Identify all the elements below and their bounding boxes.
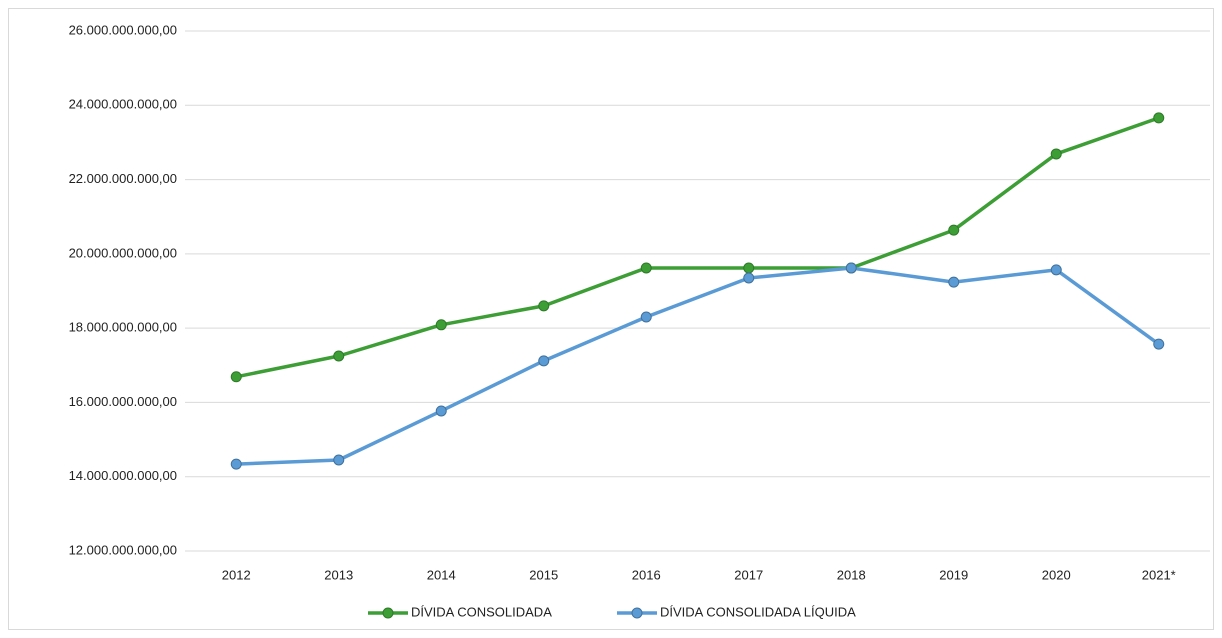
data-point [230,458,242,470]
y-tick-label: 16.000.000.000,00 [69,394,177,409]
y-tick-label: 26.000.000.000,00 [69,22,177,37]
data-point [230,371,242,383]
x-tick-label: 2019 [939,567,968,582]
x-tick-label: 2015 [529,567,558,582]
legend-label: DÍVIDA CONSOLIDADA [411,604,552,619]
data-point [1050,148,1062,160]
x-tick-label: 2017 [734,567,763,582]
x-tick-label: 2013 [324,567,353,582]
legend-marker [631,607,643,619]
series-line [235,116,1160,379]
data-point [1153,338,1165,350]
data-point [845,262,857,274]
y-tick-label: 24.000.000.000,00 [69,97,177,112]
y-tick-label: 12.000.000.000,00 [69,542,177,557]
x-tick-label: 2016 [632,567,661,582]
x-tick-label: 2020 [1042,567,1071,582]
data-point [538,300,550,312]
chart-frame [8,8,1214,630]
data-point [948,224,960,236]
y-tick-label: 20.000.000.000,00 [69,245,177,260]
data-point [948,276,960,288]
legend-label: DÍVIDA CONSOLIDADA LÍQUIDA [660,604,856,619]
data-point [1050,264,1062,276]
data-point [1153,112,1165,124]
data-point [435,319,447,331]
y-tick-label: 18.000.000.000,00 [69,320,177,335]
x-tick-label: 2018 [837,567,866,582]
x-tick-label: 2014 [427,567,456,582]
data-point [538,355,550,367]
legend-marker [382,607,394,619]
x-tick-label: 2021* [1142,567,1176,582]
x-tick-label: 2012 [222,567,251,582]
data-point [743,262,755,274]
data-point [333,350,345,362]
series-line [236,266,1160,466]
y-tick-label: 22.000.000.000,00 [69,171,177,186]
data-point [333,454,345,466]
data-point [743,272,755,284]
data-point [640,262,652,274]
y-tick-label: 14.000.000.000,00 [69,468,177,483]
data-point [640,311,652,323]
data-point [435,405,447,417]
